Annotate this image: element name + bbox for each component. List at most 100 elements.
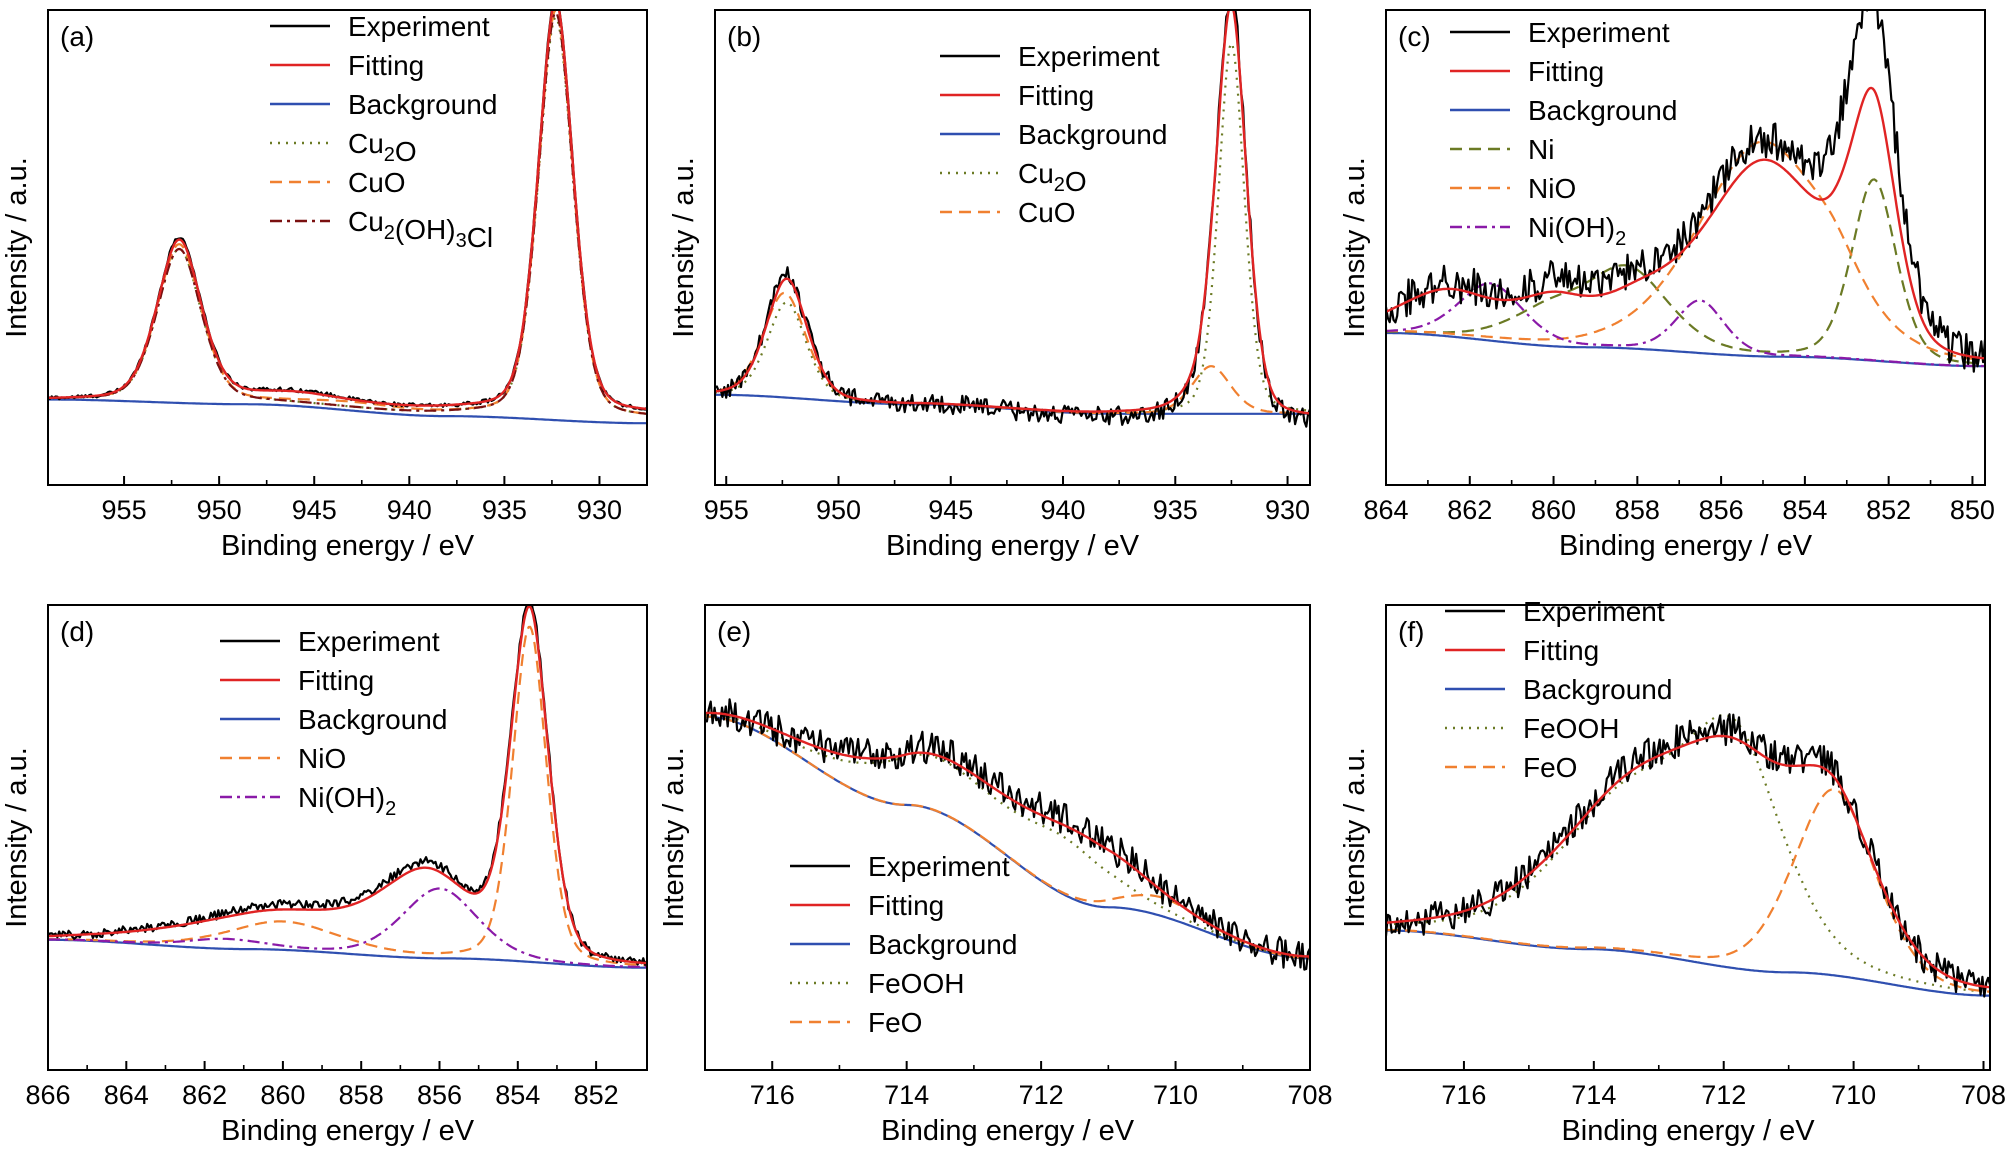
series-line-background [1386, 929, 1990, 997]
legend-label: FeOOH [868, 968, 964, 999]
legend-label: Fitting [868, 890, 944, 921]
legend-label: Ni(OH)2 [298, 782, 396, 820]
x-tick-label: 862 [182, 1080, 227, 1110]
x-tick-label: 860 [260, 1080, 305, 1110]
panel-c: 864 862 860 858 856 854 852 850 Binding energy /… [1339, 9, 1995, 562]
x-axis-label: Binding energy / eV [1559, 530, 1813, 562]
x-tick-label: 856 [1699, 495, 1744, 525]
legend-label: Background [1523, 674, 1672, 705]
series-line-nio [1386, 140, 1985, 362]
x-tick-label: 714 [884, 1080, 929, 1110]
legend-label: Experiment [298, 626, 440, 657]
legend-label: Background [1018, 119, 1167, 150]
x-axis-label: Binding energy / eV [221, 1115, 475, 1147]
y-axis-label: Intensity / a.u. [1339, 157, 1371, 338]
x-tick-label: 955 [704, 495, 749, 525]
legend-label: Experiment [868, 851, 1010, 882]
legend-label: Fitting [298, 665, 374, 696]
series-line-cuo [48, 10, 647, 415]
x-axis-label: Binding energy / eV [1561, 1115, 1815, 1147]
y-axis-label: Intensity / a.u. [1339, 747, 1371, 928]
x-tick-label: 864 [1363, 495, 1408, 525]
legend-label: Background [868, 929, 1017, 960]
x-tick-label: 716 [750, 1080, 795, 1110]
x-tick-label: 850 [1950, 495, 1995, 525]
x-tick-label: 712 [1701, 1080, 1746, 1110]
x-tick-label: 940 [1040, 495, 1085, 525]
panel-b: 955 950 945 940 935 930 Binding energy / eV Int… [668, 9, 1311, 562]
series-line-experiment [1386, 10, 1985, 373]
legend-label: CuO [1018, 197, 1076, 228]
axes-frame [47, 9, 648, 486]
x-tick-label: 716 [1441, 1080, 1486, 1110]
panel-label: (c) [1398, 21, 1431, 52]
plot-area [1386, 10, 1985, 373]
legend: Experiment Fitting Background FeOOH FeO [790, 851, 1017, 1038]
legend-label: Background [1528, 95, 1677, 126]
legend-label: FeO [1523, 752, 1577, 783]
plot-area [48, 605, 647, 969]
y-axis-label: Intensity / a.u. [658, 747, 690, 928]
legend-label: Fitting [348, 50, 424, 81]
legend-label: Fitting [1018, 80, 1094, 111]
panel-a: 955 950 945 940 935 930 Binding energy / eV Int… [1, 9, 648, 562]
legend-label: Experiment [1528, 17, 1670, 48]
legend: Experiment Fitting Background Ni NiO Ni(OH)2 [1450, 17, 1677, 250]
plot-area [705, 698, 1310, 971]
x-tick-label: 854 [495, 1080, 540, 1110]
legend-label: Fitting [1523, 635, 1599, 666]
plot-area [715, 10, 1310, 428]
x-tick-label: 708 [1961, 1080, 2006, 1110]
legend-label: Background [348, 89, 497, 120]
x-axis-label: Binding energy / eV [221, 530, 475, 562]
series-line-fitting [1386, 734, 1990, 989]
series-line-feooh [705, 713, 1310, 959]
legend-label: Experiment [348, 11, 490, 42]
legend-label: Cu2O [348, 128, 417, 167]
panel-f: 716 714 712 710 708 Binding energy / eV Intens… [1339, 596, 2006, 1147]
legend-label: Fitting [1528, 56, 1604, 87]
x-tick-label: 852 [574, 1080, 619, 1110]
panel-label: (a) [60, 21, 94, 52]
y-axis-label: Intensity / a.u. [668, 157, 700, 338]
series-line-fitting [705, 711, 1310, 958]
legend-label: FeO [868, 1007, 922, 1038]
panel-label: (d) [60, 616, 94, 647]
x-tick-label: 866 [25, 1080, 70, 1110]
series-line-ni [1386, 178, 1985, 365]
legend: Experiment Fitting Background NiO Ni(OH)2 [220, 626, 447, 820]
series-line-experiment [715, 10, 1310, 428]
legend-label: NiO [298, 743, 346, 774]
x-axis-label: Binding energy / eV [881, 1115, 1135, 1147]
legend-label: NiO [1528, 173, 1576, 204]
x-tick-label: 710 [1831, 1080, 1876, 1110]
x-tick-label: 708 [1287, 1080, 1332, 1110]
x-tick-label: 930 [1265, 495, 1310, 525]
y-axis-label: Intensity / a.u. [1, 157, 33, 338]
x-tick-label: 935 [1153, 495, 1198, 525]
x-tick-label: 856 [417, 1080, 462, 1110]
x-tick-label: 955 [102, 495, 147, 525]
x-tick-label: 935 [482, 495, 527, 525]
series-line-background [705, 715, 1310, 960]
series-line-background [48, 398, 647, 425]
x-tick-label: 950 [816, 495, 861, 525]
series-line-background [1386, 331, 1985, 368]
series-line-fitting [715, 10, 1310, 415]
series-line-experiment [1386, 713, 1990, 998]
legend-label: Ni [1528, 134, 1554, 165]
legend-label: Cu2(OH)3Cl [348, 206, 493, 253]
x-tick-label: 862 [1447, 495, 1492, 525]
x-tick-label: 860 [1531, 495, 1576, 525]
axes-frame [1385, 9, 1986, 486]
panel-label: (f) [1398, 616, 1424, 647]
series-line-fitting [48, 10, 647, 411]
panel-e: 716 714 712 710 708 Binding energy / eV Intens… [658, 604, 1333, 1147]
x-tick-label: 864 [104, 1080, 149, 1110]
series-line-feo [1386, 788, 1990, 993]
legend-label: CuO [348, 167, 406, 198]
x-tick-label: 940 [387, 495, 432, 525]
series-line-background [48, 938, 647, 969]
